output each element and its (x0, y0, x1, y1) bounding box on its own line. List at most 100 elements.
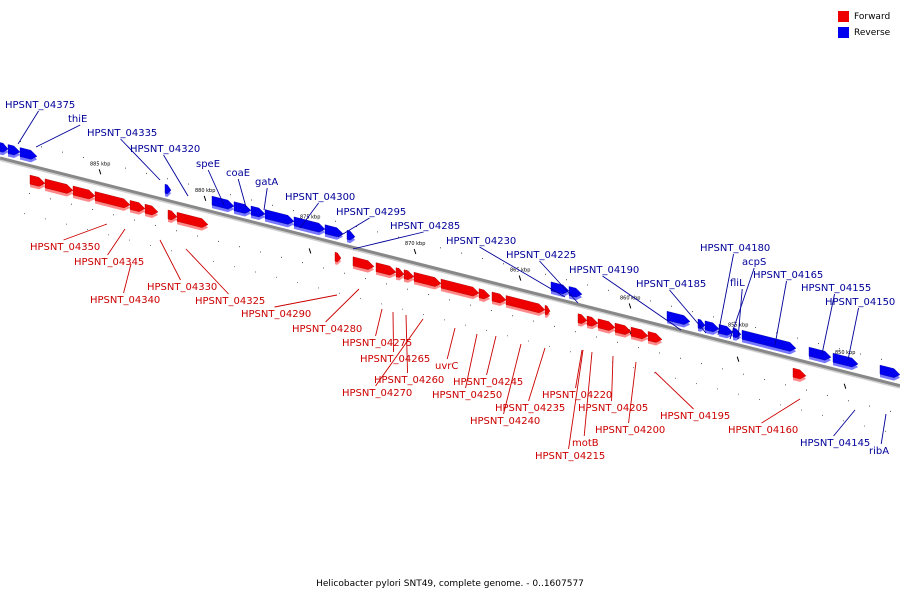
track-dot (188, 183, 189, 185)
track-dot (318, 287, 319, 289)
track-dot (465, 324, 466, 326)
gene-forward (597, 318, 616, 331)
legend-item-forward: Forward (838, 10, 890, 23)
reverse-gene-leader (337, 217, 370, 238)
scale-tick-label: 855 kbp (728, 323, 748, 329)
forward-gene-label: HPSNT_04280 (292, 324, 362, 335)
forward-gene-leader (568, 349, 584, 450)
reverse-gene-leader (847, 307, 859, 361)
track-dot (314, 215, 315, 217)
track-dot (251, 199, 252, 201)
track-dot (276, 276, 277, 278)
forward-gene-label: HPSNT_04270 (342, 388, 412, 399)
track-dot (755, 327, 756, 329)
track-dot (512, 315, 513, 317)
gene-forward (94, 191, 131, 209)
track-dot (486, 329, 487, 331)
scale-tick-mark-lower (843, 383, 847, 389)
track-dot (654, 372, 655, 374)
track-dot (150, 244, 151, 246)
track-dot (713, 316, 714, 318)
track-dot (575, 331, 576, 333)
forward-gene-leader (405, 314, 408, 374)
track-dot (843, 420, 844, 422)
scale-tick-mark (628, 303, 632, 309)
track-dot (398, 236, 399, 238)
track-dot (146, 172, 147, 174)
scale-tick-label: 860 kbp (620, 295, 640, 301)
track-dot (171, 250, 172, 252)
forward-gene-label: uvrC (435, 361, 458, 372)
forward-gene-leader (159, 239, 181, 281)
reverse-gene-label: gatA (255, 177, 278, 188)
forward-gene-leader (486, 335, 497, 376)
track-dot (176, 230, 177, 232)
scale-tick-mark-lower (736, 356, 740, 362)
track-dots (20, 141, 891, 432)
track-dot (402, 308, 403, 310)
gene-reverse (164, 183, 172, 195)
reverse-gene-label: HPSNT_04150 (825, 297, 895, 308)
track-dot (482, 257, 483, 259)
track-dot (743, 373, 744, 375)
track-dot (696, 383, 697, 385)
forward-gene-leader (761, 398, 801, 424)
forward-gene-label: HPSNT_04340 (90, 295, 160, 306)
track-dot (470, 304, 471, 306)
reverse-gene-leader (669, 289, 707, 334)
reverse-gene-label: coaE (226, 168, 250, 179)
reverse-gene-label: HPSNT_04180 (700, 243, 770, 254)
track-dot (302, 262, 303, 264)
track-dot (533, 320, 534, 322)
reverse-gene-leader (880, 413, 887, 445)
track-dot (230, 194, 231, 196)
scale-tick-mark (518, 275, 522, 281)
reverse-gene-label: HPSNT_04165 (753, 270, 823, 281)
gene-reverse (264, 209, 295, 225)
track-dot (806, 389, 807, 391)
track-dot (377, 231, 378, 233)
forward-gene-label: HPSNT_04260 (374, 375, 444, 386)
track-dot (104, 162, 105, 164)
forward-gene-leader (392, 311, 394, 353)
forward-gene-label: HPSNT_04195 (660, 411, 730, 422)
reverse-gene-label: HPSNT_04230 (446, 236, 516, 247)
track-dot (638, 347, 639, 349)
reverse-gene-leader (729, 267, 755, 340)
reverse-gene-leader (237, 178, 247, 208)
backbone-line (0, 156, 900, 388)
track-dot (701, 363, 702, 365)
scale-tick-label: 885 kbp (90, 161, 110, 167)
forward-gene-label: HPSNT_04350 (30, 242, 100, 253)
track-dot (890, 410, 891, 412)
track-dot (608, 289, 609, 291)
gene-forward (440, 278, 480, 297)
gene-reverse (697, 318, 706, 330)
forward-gene-label: HPSNT_04240 (470, 416, 540, 427)
track-dot (407, 288, 408, 290)
track-dot (444, 319, 445, 321)
track-dot (449, 299, 450, 301)
track-dot (209, 188, 210, 190)
reverse-gene-leader (207, 169, 225, 206)
forward-gene-leader (575, 349, 583, 389)
reverse-gene-leader (263, 187, 268, 211)
track-dot (297, 282, 298, 284)
gene-forward (395, 267, 405, 278)
track-dot (881, 358, 882, 360)
track-dot (629, 295, 630, 297)
gene-forward (491, 291, 507, 304)
reverse-gene-leader (120, 138, 161, 181)
forward-gene-label: HPSNT_04160 (728, 425, 798, 436)
forward-gene-label: HPSNT_04215 (535, 451, 605, 462)
forward-gene-leader (63, 223, 108, 241)
gene-reverse (704, 320, 720, 333)
track-dot (864, 425, 865, 427)
track-dot (780, 404, 781, 406)
track-dot (776, 332, 777, 334)
track-dot (785, 384, 786, 386)
track-dot (155, 224, 156, 226)
gene-forward (334, 251, 342, 263)
